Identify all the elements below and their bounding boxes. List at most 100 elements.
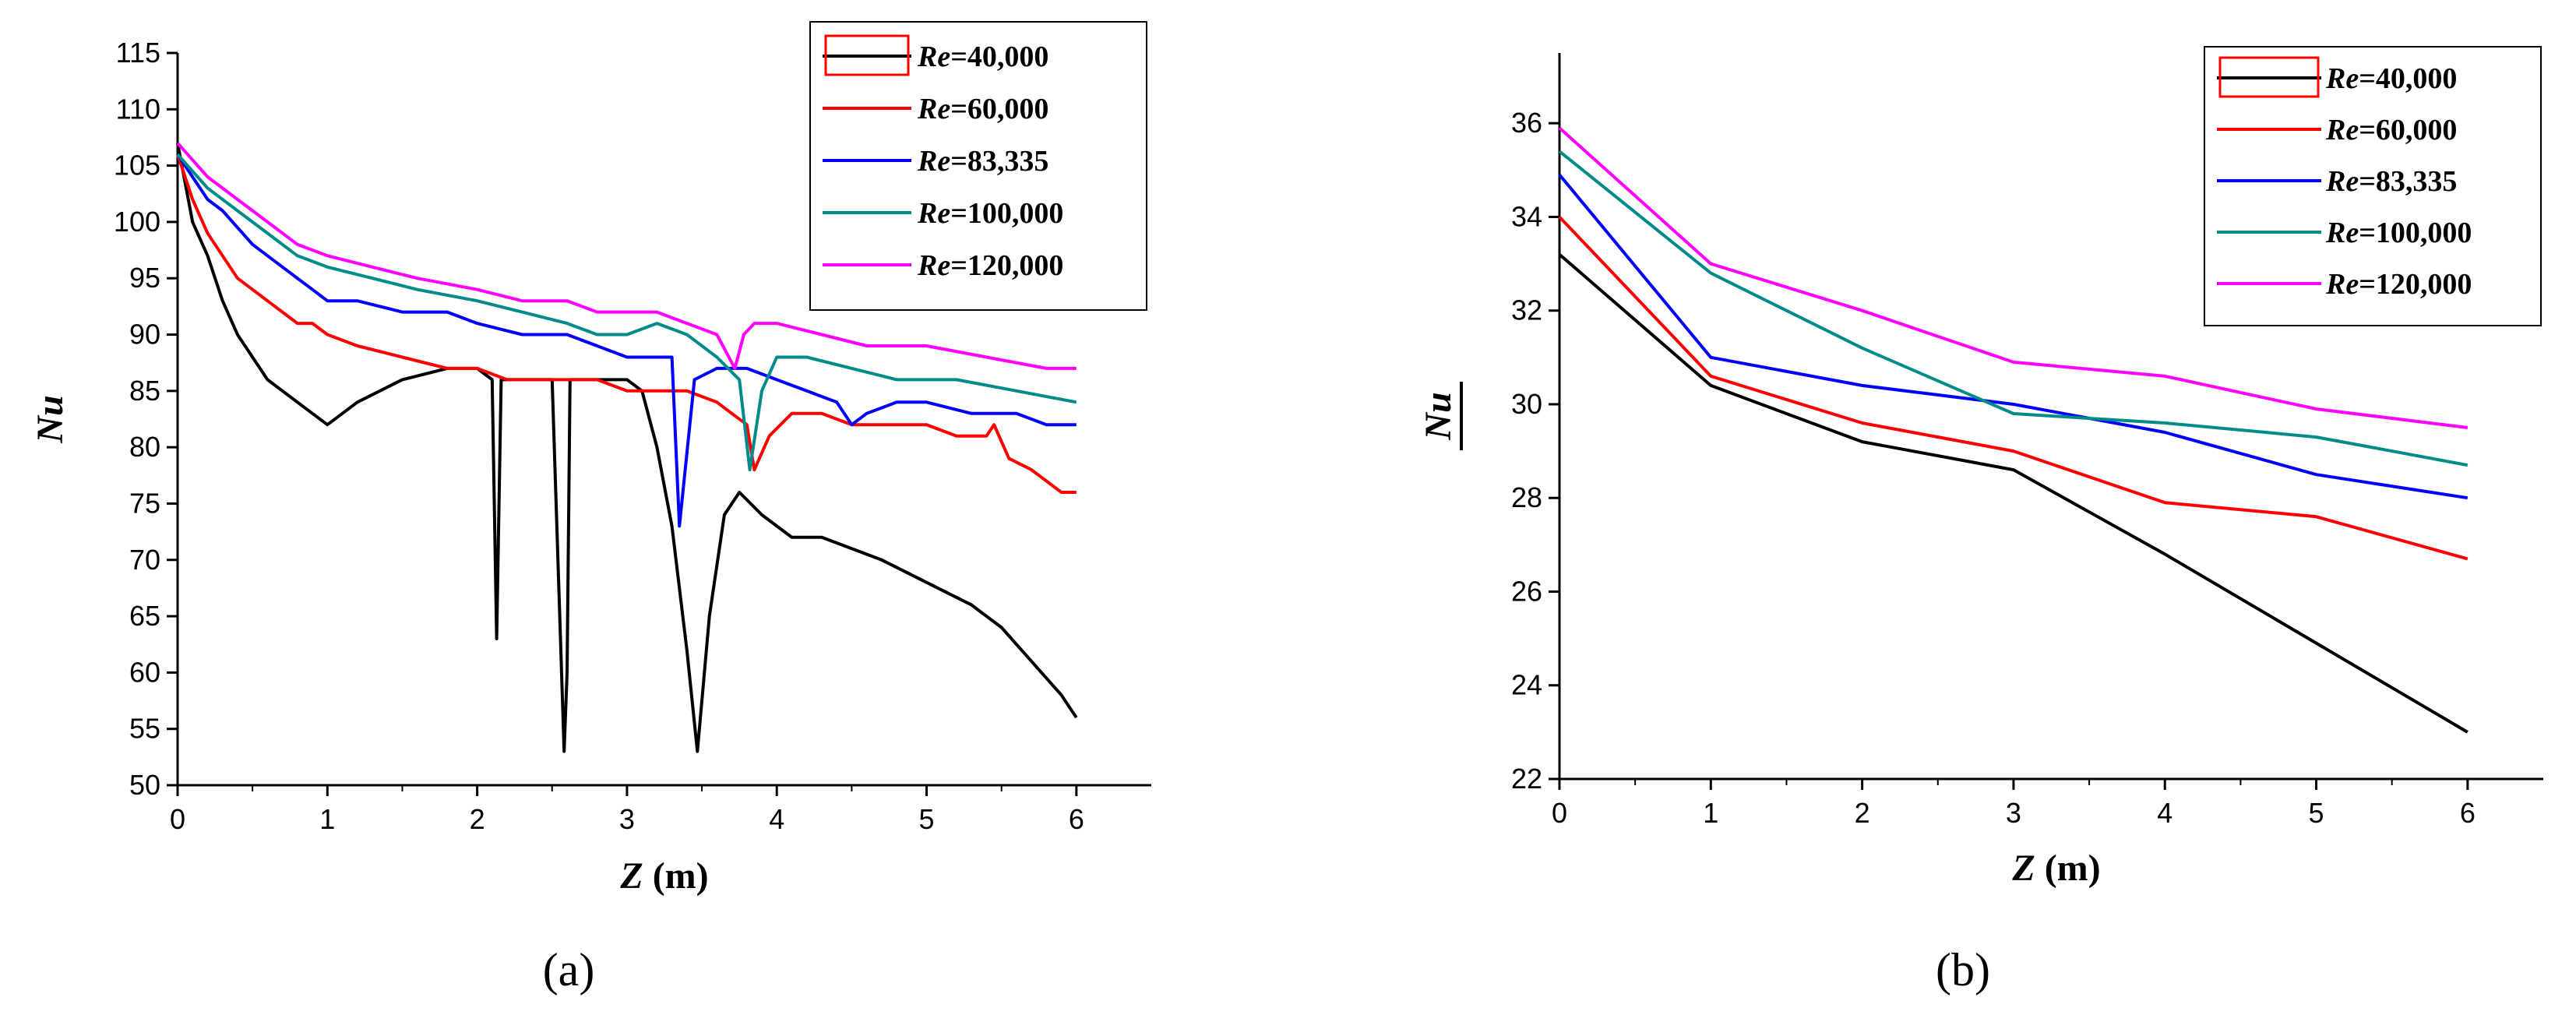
- legend-label: Re=120,000: [917, 249, 1063, 282]
- legend-label-var: Re: [917, 197, 950, 230]
- legend-label-value: =120,000: [950, 249, 1063, 282]
- y-tick-label: 75: [129, 487, 160, 519]
- legend-label-value: =60,000: [950, 93, 1048, 125]
- legend-label-var: Re: [2325, 217, 2359, 249]
- y-tick-label: 110: [116, 93, 160, 125]
- series-line-1: [176, 153, 1077, 494]
- y-tick-label: 80: [129, 431, 160, 463]
- x-axis-label: Z (m): [619, 855, 708, 897]
- y-tick-label: 105: [114, 150, 160, 182]
- y-tick-label: 85: [129, 375, 160, 407]
- x-tick-label: 4: [2157, 797, 2173, 829]
- legend-box: [2204, 46, 2542, 326]
- x-axis-label-var: Z: [2011, 848, 2035, 889]
- legend-label: Re=83,335: [917, 145, 1048, 178]
- panel-caption: (a): [543, 944, 595, 996]
- series-line-3: [1558, 150, 2469, 467]
- legend-label-var: Re: [2325, 268, 2359, 301]
- y-tick-label: 32: [1511, 294, 1542, 326]
- x-tick-label: 3: [619, 803, 635, 835]
- y-tick-label: 36: [1511, 107, 1542, 139]
- legend-label-var: Re: [917, 145, 950, 178]
- series-line-4: [176, 142, 1077, 370]
- legend-item-0: Re=40,000: [823, 34, 1048, 76]
- legend-item-3: Re=100,000: [823, 197, 1063, 230]
- legend-label-value: =100,000: [950, 197, 1063, 230]
- legend-item-2: Re=83,335: [2217, 165, 2457, 198]
- legend-label-var: Re: [2325, 114, 2359, 146]
- legend-item-2: Re=83,335: [823, 145, 1048, 178]
- y-tick-label: 50: [129, 769, 160, 801]
- y-tick-label: 90: [129, 319, 160, 351]
- x-tick-label: 0: [170, 803, 185, 835]
- x-axis-label: Z (m): [2011, 848, 2100, 889]
- legend-label-var: Re: [917, 41, 950, 73]
- legend-label-value: =40,000: [950, 41, 1048, 73]
- y-tick-label: 28: [1511, 481, 1542, 513]
- legend-label-var: Re: [917, 249, 950, 282]
- x-tick-label: 2: [1855, 797, 1870, 829]
- x-tick-label: 5: [2309, 797, 2324, 829]
- legend-label: Re=40,000: [917, 41, 1048, 73]
- legend-label: Re=120,000: [2325, 268, 2472, 301]
- x-axis-label-unit: (m): [643, 855, 709, 897]
- legend-label-value: =100,000: [2359, 217, 2472, 249]
- legend-label: Re=60,000: [2325, 114, 2457, 146]
- legend-label-value: =120,000: [2359, 268, 2472, 301]
- x-tick-label: 5: [919, 803, 935, 835]
- x-tick-label: 4: [769, 803, 784, 835]
- legend: Re=40,000Re=60,000Re=83,335Re=100,000Re=…: [2204, 46, 2542, 326]
- series-line-3: [176, 153, 1077, 472]
- legend-item-0: Re=40,000: [2217, 56, 2457, 98]
- x-tick-label: 1: [319, 803, 335, 835]
- y-tick-label: 95: [129, 262, 160, 294]
- legend-item-4: Re=120,000: [823, 249, 1063, 282]
- legend-label-value: =83,335: [950, 145, 1048, 178]
- y-tick-label: 22: [1511, 763, 1542, 795]
- legend-item-4: Re=120,000: [2217, 268, 2472, 301]
- x-tick-label: 2: [470, 803, 485, 835]
- legend-label-value: =83,335: [2359, 165, 2457, 198]
- x-tick-label: 1: [1703, 797, 1718, 829]
- series-line-1: [1558, 216, 2469, 561]
- x-tick-label: 6: [2460, 797, 2476, 829]
- legend-swatch-outline: [2218, 56, 2320, 98]
- y-tick-label: 34: [1511, 200, 1542, 232]
- legend-label-var: Re: [2325, 62, 2359, 95]
- y-tick-label: 55: [129, 713, 160, 745]
- y-tick-label: 65: [129, 600, 160, 632]
- legend-item-1: Re=60,000: [823, 93, 1048, 125]
- series-line-0: [1558, 253, 2469, 734]
- legend-label: Re=60,000: [917, 93, 1048, 125]
- y-tick-label: 60: [129, 656, 160, 688]
- y-tick-label: 30: [1511, 388, 1542, 420]
- legend-box: [809, 21, 1147, 311]
- chart-panel-a: 0 1 2 3 4 5 6 50 55 60 65 70 75 80 85 90 95 100 105 110 115 Z…: [30, 21, 1151, 996]
- x-axis-label-var: Z: [619, 855, 643, 897]
- legend-label-value: =40,000: [2359, 62, 2457, 95]
- legend-label-var: Re: [2325, 165, 2359, 198]
- y-tick-label: 26: [1511, 575, 1542, 607]
- y-axis-label: Nu: [30, 395, 71, 443]
- x-tick-label: 3: [2006, 797, 2021, 829]
- legend-label: Re=40,000: [2325, 62, 2457, 95]
- y-axis-label: Nu: [1418, 392, 1459, 440]
- legend-item-3: Re=100,000: [2217, 217, 2472, 249]
- y-tick-label: 24: [1511, 669, 1542, 701]
- x-axis-label-unit: (m): [2035, 848, 2101, 889]
- legend-item-1: Re=60,000: [2217, 114, 2457, 146]
- x-tick-label: 6: [1069, 803, 1084, 835]
- x-tick-label: 0: [1552, 797, 1567, 829]
- y-tick-label: 100: [114, 206, 160, 238]
- legend-label: Re=100,000: [2325, 217, 2472, 249]
- series-line-2: [176, 153, 1077, 528]
- legend: Re=40,000Re=60,000Re=83,335Re=100,000Re=…: [809, 21, 1147, 311]
- series-line-4: [1558, 126, 2469, 429]
- legend-label: Re=100,000: [917, 197, 1063, 230]
- series-line-2: [1558, 174, 2469, 500]
- legend-label-value: =60,000: [2359, 114, 2457, 146]
- legend-label: Re=83,335: [2325, 165, 2457, 198]
- y-tick-label: 70: [129, 544, 160, 576]
